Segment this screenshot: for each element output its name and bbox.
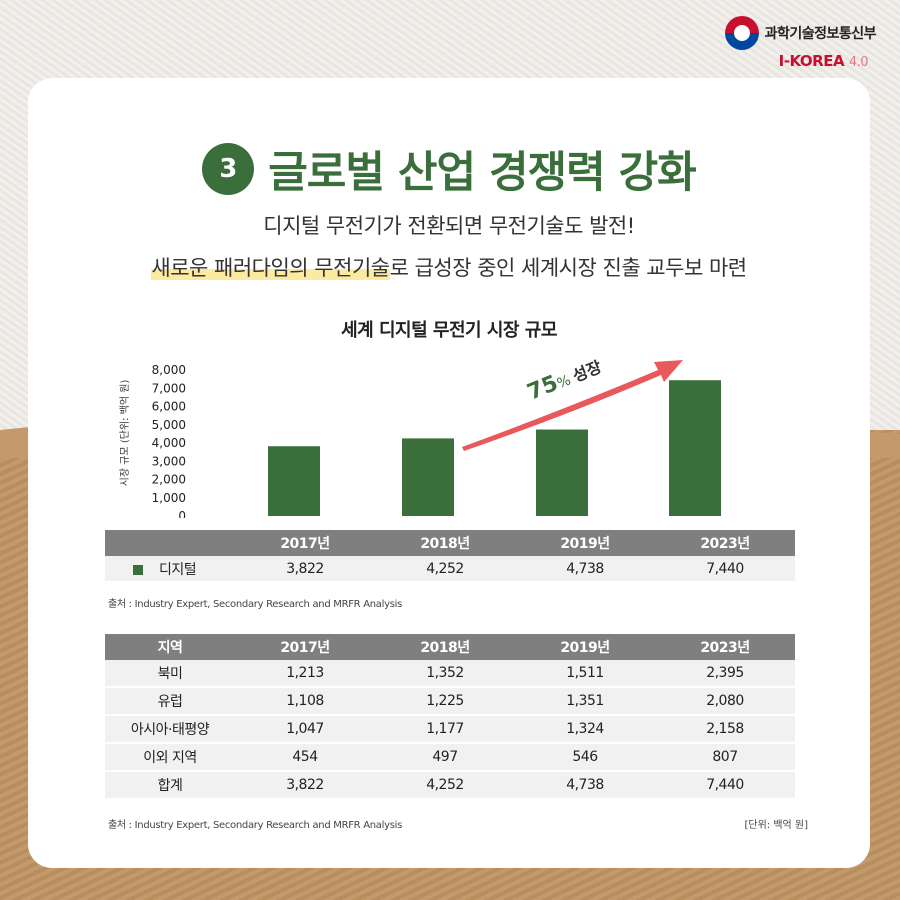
subtitle-2-highlight: 새로운 패러다임의 무전기술: [151, 256, 390, 280]
ikorea-brand: I-KOREA: [778, 52, 845, 70]
subtitle-2: 새로운 패러다임의 무전기술로 급성장 중인 세계시장 진출 교두보 마련: [28, 252, 870, 282]
region-header-cell: 2018년: [375, 634, 515, 660]
region-value-cell: 3,822: [235, 772, 375, 800]
summary-value: 3,822: [235, 556, 375, 581]
y-tick-label: 4,000: [152, 436, 186, 450]
growth-text: 성장: [570, 357, 605, 386]
ikorea-logo: I-KOREA 4.0: [778, 52, 869, 70]
chart-title: 세계 디지털 무전기 시장 규모: [341, 320, 557, 341]
region-header-cell: 2019년: [515, 634, 655, 660]
region-header-cell: 지역: [105, 634, 235, 660]
summary-row-digital: 디지털 3,822 4,252 4,738 7,440: [105, 556, 795, 581]
regional-market-table: 지역 2017년 2018년 2019년 2023년 북미 1,213 1,352 1…: [105, 634, 795, 800]
table-row: 이외 지역 454 497 546 807: [105, 744, 795, 772]
y-tick-label: 8,000: [152, 363, 186, 377]
region-name-cell: 아시아·태평양: [105, 716, 235, 744]
region-value-cell: 1,351: [515, 688, 655, 716]
table-row: 유럽 1,108 1,225 1,351 2,080: [105, 688, 795, 716]
table-row: 북미 1,213 1,352 1,511 2,395: [105, 660, 795, 688]
region-value-cell: 4,252: [375, 772, 515, 800]
market-size-bar-chart: 8,000 7,000 6,000 5,000 4,000 3,000 2,000 1,000…: [118, 357, 721, 518]
y-tick-label: 0: [178, 509, 186, 518]
content-card: 3 글로벌 산업 경쟁력 강화 디지털 무전기가 전환되면 무전기술도 발전! …: [28, 78, 870, 868]
region-header-cell: 2023년: [655, 634, 795, 660]
region-value-cell: 1,511: [515, 660, 655, 688]
digital-summary-table: 2017년 2018년 2019년 2023년 디지털 3,822 4,252 …: [105, 530, 795, 581]
table-row: 아시아·태평양 1,047 1,177 1,324 2,158: [105, 716, 795, 744]
region-value-cell: 1,177: [375, 716, 515, 744]
y-tick-label: 7,000: [152, 381, 186, 395]
source-note-2: 출처 : Industry Expert, Secondary Research…: [108, 820, 402, 831]
growth-arrow-icon: [462, 360, 683, 451]
summary-header-year: 2023년: [655, 530, 795, 556]
region-value-cell: 1,108: [235, 688, 375, 716]
ministry-name: 과학기술정보통신부: [764, 26, 877, 42]
summary-header-year: 2018년: [375, 530, 515, 556]
region-value-cell: 1,213: [235, 660, 375, 688]
y-tick-label: 6,000: [152, 400, 186, 414]
summary-value: 4,252: [375, 556, 515, 581]
region-value-cell: 2,158: [655, 716, 795, 744]
region-value-cell: 4,738: [515, 772, 655, 800]
region-value-cell: 1,225: [375, 688, 515, 716]
summary-value: 4,738: [515, 556, 655, 581]
region-value-cell: 1,352: [375, 660, 515, 688]
summary-header-year: 2019년: [515, 530, 655, 556]
ministry-logo: 과학기술정보통신부: [724, 16, 877, 50]
subtitle-1: 디지털 무전기가 전환되면 무전기술도 발전!: [263, 214, 635, 238]
region-value-cell: 807: [655, 744, 795, 772]
bar-2017년: [268, 446, 320, 516]
summary-header-year: 2017년: [235, 530, 375, 556]
region-name-cell: 이외 지역: [105, 744, 235, 772]
unit-note: [단위: 백억 원]: [744, 820, 808, 831]
source-note-1: 출처 : Industry Expert, Secondary Research…: [108, 599, 402, 610]
region-name-cell: 유럽: [105, 688, 235, 716]
y-tick-label: 3,000: [152, 454, 186, 468]
page-title: 글로벌 산업 경쟁력 강화: [268, 148, 697, 198]
table-row: 합계 3,822 4,252 4,738 7,440: [105, 772, 795, 800]
legend-label: 디지털: [159, 561, 197, 578]
legend-square-icon: [133, 564, 143, 575]
title-row: 3 글로벌 산업 경쟁력 강화: [28, 138, 870, 200]
region-value-cell: 2,395: [655, 660, 795, 688]
region-value-cell: 497: [375, 744, 515, 772]
ikorea-version: 4.0: [848, 55, 869, 70]
bar-2023년: [669, 380, 721, 516]
region-value-cell: 7,440: [655, 772, 795, 800]
legend-cell: 디지털: [105, 556, 235, 581]
region-value-cell: 1,324: [515, 716, 655, 744]
summary-header-row: 2017년 2018년 2019년 2023년: [105, 530, 795, 556]
summary-header-empty: [105, 530, 235, 556]
summary-value: 7,440: [655, 556, 795, 581]
y-tick-label: 2,000: [152, 473, 186, 487]
region-value-cell: 454: [235, 744, 375, 772]
region-header-cell: 2017년: [235, 634, 375, 660]
region-name-cell: 북미: [105, 660, 235, 688]
region-value-cell: 546: [515, 744, 655, 772]
region-value-cell: 2,080: [655, 688, 795, 716]
section-number-badge: 3: [202, 143, 255, 195]
bar-2019년: [536, 429, 588, 516]
growth-suffix: %: [555, 372, 573, 392]
region-header-row: 지역 2017년 2018년 2019년 2023년: [105, 634, 795, 660]
bar-2018년: [402, 438, 454, 516]
region-name-cell: 합계: [105, 772, 235, 800]
region-value-cell: 1,047: [235, 716, 375, 744]
subtitle-2-rest: 로 급성장 중인 세계시장 진출 교두보 마련: [389, 256, 748, 280]
y-axis-label: 시장 규모 (단위: 백억 원): [118, 380, 131, 487]
y-tick-label: 5,000: [152, 418, 186, 432]
taegeuk-emblem-icon: [724, 16, 759, 50]
y-tick-label: 1,000: [152, 491, 186, 505]
